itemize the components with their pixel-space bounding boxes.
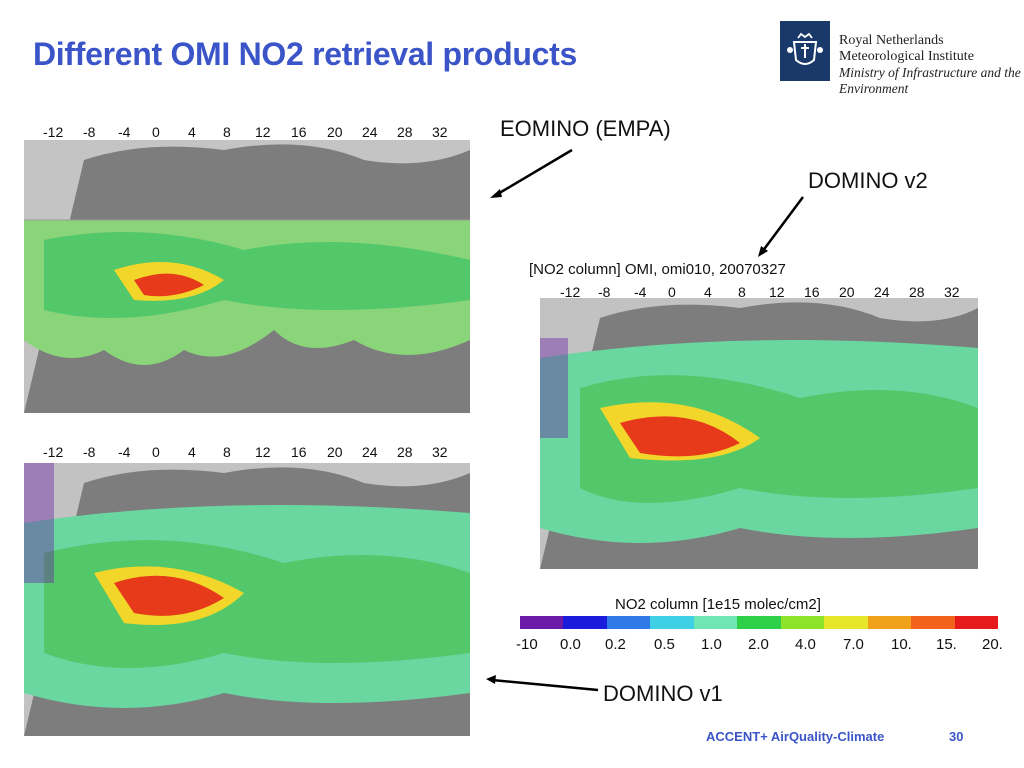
colorbar-label: 2.0 [748, 636, 769, 653]
lon-tick: 24 [362, 444, 378, 460]
lon-tick: 0 [152, 444, 160, 460]
domino-v2-map-title: [NO2 column] OMI, omi010, 20070327 [529, 261, 786, 278]
slide-title: Different OMI NO2 retrieval products [33, 36, 577, 72]
colorbar-segment [824, 616, 868, 629]
org-line-3: Ministry of Infrastructure and the [839, 65, 1021, 80]
colorbar-segment [520, 616, 564, 629]
lon-tick: 12 [255, 444, 271, 460]
colorbar-label: 0.5 [654, 636, 675, 653]
colorbar-segment [911, 616, 955, 629]
org-line-1: Royal Netherlands [839, 33, 944, 48]
lon-tick: 0 [152, 124, 160, 140]
page-number: 30 [949, 729, 964, 744]
lon-tick: -4 [118, 444, 131, 460]
lon-tick: 12 [769, 284, 785, 300]
arrow-head [486, 675, 496, 684]
domino-v1-map [24, 463, 470, 736]
lon-tick: -4 [634, 284, 647, 300]
colorbar-label: 1.0 [701, 636, 722, 653]
lon-tick: -12 [43, 444, 64, 460]
lon-tick: 32 [432, 444, 448, 460]
lon-tick: 4 [188, 444, 196, 460]
colorbar-label: 0.2 [605, 636, 626, 653]
lon-tick: -12 [43, 124, 64, 140]
colorbar-segment [606, 616, 651, 629]
lon-tick: 20 [839, 284, 855, 300]
label-domino-v1: DOMINO v1 [603, 681, 723, 706]
footer-text: ACCENT+ AirQuality-Climate [706, 729, 885, 744]
royal-crest-icon [787, 32, 823, 65]
org-line-4: Environment [839, 81, 909, 96]
colorbar-label: 10. [891, 636, 912, 653]
label-domino-v2: DOMINO v2 [808, 168, 928, 193]
lon-tick: -8 [598, 284, 611, 300]
colorbar-title: NO2 column [1e15 molec/cm2] [615, 596, 821, 613]
lon-tick: 32 [432, 124, 448, 140]
lon-tick: 28 [909, 284, 925, 300]
organization-name: Royal Netherlands Meteorological Institu… [839, 33, 1021, 97]
lon-tick: 16 [291, 444, 307, 460]
lon-tick: 24 [362, 124, 378, 140]
colorbar-segment [737, 616, 781, 629]
colorbar-label: 15. [936, 636, 957, 653]
lon-tick: 32 [944, 284, 960, 300]
lon-tick: 24 [874, 284, 890, 300]
lon-tick: -8 [83, 124, 96, 140]
lon-tick: 28 [397, 444, 413, 460]
colorbar-label: 7.0 [843, 636, 864, 653]
lon-tick: -8 [83, 444, 96, 460]
colorbar-segment [867, 616, 912, 629]
lon-tick: -12 [560, 284, 581, 300]
arrow-domino-v1 [491, 678, 599, 692]
colorbar-label: 0.0 [560, 636, 581, 653]
lon-tick: 0 [668, 284, 676, 300]
arrow-head [758, 246, 768, 257]
arrow-domino-v2 [760, 196, 805, 253]
arrow-eomino [495, 148, 573, 197]
domino-v2-map [540, 298, 978, 569]
lon-tick: 4 [188, 124, 196, 140]
colorbar-segment [954, 616, 998, 629]
lon-tick: 20 [327, 444, 343, 460]
lon-tick: 8 [223, 444, 231, 460]
lon-tick: 8 [738, 284, 746, 300]
lon-tick: -4 [118, 124, 131, 140]
colorbar-label: 20. [982, 636, 1003, 653]
colorbar-label: -10 [516, 636, 538, 653]
org-line-2: Meteorological Institute [839, 49, 974, 64]
lon-tick: 20 [327, 124, 343, 140]
lon-tick: 16 [804, 284, 820, 300]
colorbar [520, 616, 998, 629]
colorbar-segment [780, 616, 825, 629]
colorbar-segment [650, 616, 694, 629]
arrow-head [490, 189, 502, 198]
lon-tick: 16 [291, 124, 307, 140]
lon-tick: 28 [397, 124, 413, 140]
label-eomino: EOMINO (EMPA) [500, 116, 671, 141]
colorbar-segment [693, 616, 738, 629]
lon-tick: 8 [223, 124, 231, 140]
lon-tick: 12 [255, 124, 271, 140]
lon-tick: 4 [704, 284, 712, 300]
colorbar-label: 4.0 [795, 636, 816, 653]
colorbar-segment [563, 616, 607, 629]
eomino-map [24, 140, 470, 413]
